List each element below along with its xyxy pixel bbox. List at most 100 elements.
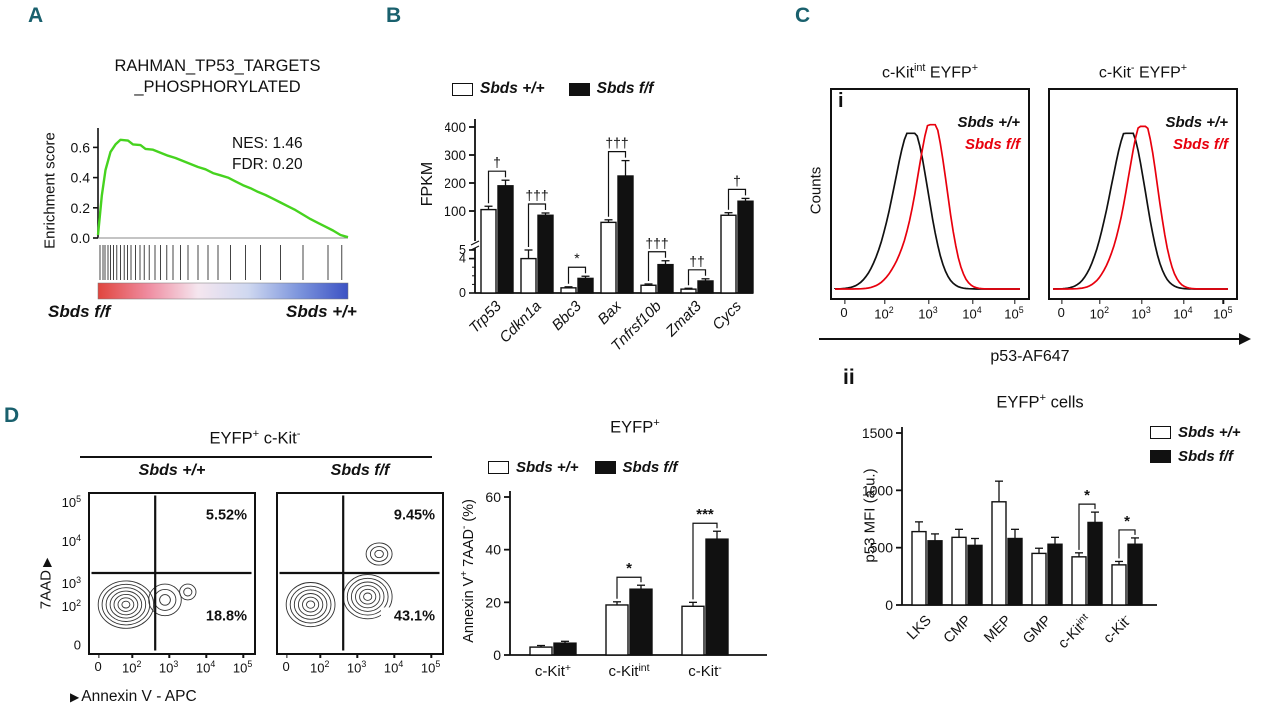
bar bbox=[697, 280, 714, 294]
panel-cii-label: ii bbox=[843, 366, 855, 389]
bar bbox=[520, 257, 537, 294]
contour-ring bbox=[306, 600, 316, 609]
x-tick-label: 102 bbox=[121, 652, 142, 676]
x-category-label: c-Kit+ bbox=[535, 662, 571, 680]
fpkm-legend-entry-wt: Sbds +/+ bbox=[452, 80, 545, 98]
flow-ff-box: 9.45% 43.1% bbox=[276, 492, 444, 655]
quadrant-pct-upper: 5.52% bbox=[206, 507, 247, 523]
gsea-y-axis-label: Enrichment score bbox=[41, 132, 59, 249]
y-tick-label: 300 bbox=[445, 148, 466, 163]
bar bbox=[1071, 556, 1087, 606]
legend-swatch-wt bbox=[1150, 426, 1171, 439]
y-tick-label: 104 bbox=[61, 532, 81, 550]
legend-label-ff: Sbds f/f bbox=[622, 459, 678, 476]
contour-ring bbox=[153, 588, 177, 611]
gsea-plot: 0.6 0.4 0.2 0.0 bbox=[71, 128, 349, 300]
sig-bracket bbox=[692, 522, 718, 600]
flow-ytick-col: 0 102 103 104 105 bbox=[36, 492, 84, 655]
hist-int-wt-label: Sbds +/+ bbox=[957, 114, 1020, 131]
contour-ring bbox=[117, 597, 135, 612]
fpkm-chart: 400300200100540†Trp53†††Cdkn1a*Bbc3†††Ba… bbox=[445, 119, 754, 355]
y-tick-label: 102 bbox=[61, 597, 81, 615]
y-tick-label: 500 bbox=[870, 540, 894, 556]
fpkm-y-axis-label: FPKM bbox=[419, 161, 436, 207]
bar bbox=[657, 263, 674, 294]
bar bbox=[1087, 521, 1103, 606]
bar bbox=[1007, 537, 1023, 606]
bar bbox=[911, 530, 927, 606]
contour-ring bbox=[148, 583, 182, 617]
x-category-label: CMP bbox=[941, 613, 975, 647]
histogram-curve bbox=[1052, 132, 1228, 290]
bar bbox=[553, 642, 577, 656]
sig-label: ††† bbox=[605, 135, 628, 151]
contour-ring bbox=[346, 577, 389, 616]
contour-ring bbox=[105, 587, 147, 622]
y-tick-label: 100 bbox=[445, 204, 466, 219]
x-tick-label: 103 bbox=[1131, 298, 1151, 322]
contour-ring bbox=[365, 542, 393, 566]
right-arrow-icon: ▶ bbox=[70, 690, 80, 704]
gsea-nes-value: NES: 1.46 bbox=[232, 135, 303, 152]
pct-label-backing bbox=[381, 506, 437, 523]
x-category-label: Cycs bbox=[709, 297, 745, 333]
y-tick-label: 40 bbox=[485, 542, 501, 558]
x-category-label: Bbc3 bbox=[549, 297, 586, 334]
x-tick-label: 103 bbox=[918, 298, 938, 322]
bar bbox=[1127, 543, 1143, 606]
annexin-axis-label: ▶ Annexin V - APC bbox=[70, 688, 197, 706]
y-tick-label: 4 bbox=[459, 252, 466, 266]
contour-ring bbox=[97, 580, 155, 629]
mfi-legend-entry-ff: Sbds f/f bbox=[1150, 448, 1233, 465]
bar bbox=[1047, 543, 1063, 606]
contour-ring bbox=[302, 596, 320, 613]
bar bbox=[1031, 552, 1047, 606]
sig-label: * bbox=[626, 560, 632, 577]
contour-ring bbox=[355, 585, 381, 609]
x-tick-label: 103 bbox=[346, 652, 367, 676]
bar bbox=[577, 277, 594, 294]
contour-ring bbox=[121, 600, 131, 609]
hist-int-xtick-row: 0 102 103 104 105 bbox=[830, 298, 1030, 324]
x-category-label: c-Kit- bbox=[688, 662, 722, 680]
p53-axis-label: p53-AF647 bbox=[990, 348, 1070, 365]
flow-ff-xtick-row: 0 102 103 104 105 bbox=[276, 652, 444, 678]
fpkm-legend-entry-ff: Sbds f/f bbox=[568, 80, 653, 98]
sig-bracket bbox=[647, 251, 667, 281]
bar bbox=[529, 646, 553, 656]
bar bbox=[737, 200, 754, 294]
gsea-fdr-value: FDR: 0.20 bbox=[232, 155, 303, 173]
x-tick-label: 103 bbox=[158, 652, 179, 676]
pct-label-backing bbox=[193, 607, 249, 624]
counts-axis-label: Counts bbox=[807, 166, 825, 215]
bar bbox=[681, 605, 705, 656]
bar bbox=[617, 175, 634, 294]
mfi-legend: Sbds +/+ Sbds f/f bbox=[1150, 424, 1241, 465]
hist-neg-title: c-Kit- EYFP+ bbox=[1098, 62, 1188, 82]
bar bbox=[560, 287, 577, 294]
bar bbox=[629, 588, 653, 656]
bar bbox=[720, 214, 737, 294]
sig-label: ††† bbox=[525, 187, 548, 203]
gsea-title-line2: _PHOSPHORYLATED bbox=[134, 77, 301, 96]
legend-swatch-wt bbox=[488, 461, 509, 474]
mfi-legend-entry-wt: Sbds +/+ bbox=[1150, 424, 1241, 441]
contour-ring bbox=[350, 581, 385, 612]
sig-bracket bbox=[527, 203, 547, 247]
legend-swatch-ff bbox=[594, 461, 616, 474]
sig-bracket bbox=[687, 269, 707, 286]
x-category-label: Bax bbox=[595, 297, 626, 328]
panel-b-label: B bbox=[386, 4, 402, 27]
y-tick-label: 0.2 bbox=[71, 200, 91, 216]
flow-header: EYFP+ c-Kit- bbox=[209, 428, 301, 448]
x-tick-label: 105 bbox=[420, 652, 441, 676]
sig-label: ††† bbox=[645, 235, 668, 251]
sig-bracket bbox=[1118, 529, 1136, 559]
legend-swatch-wt bbox=[452, 82, 473, 96]
apo-legend: Sbds +/+ Sbds f/f bbox=[488, 459, 678, 476]
bar bbox=[705, 538, 729, 656]
sig-label: †† bbox=[689, 253, 705, 269]
panel-d-label: D bbox=[4, 404, 20, 427]
pct-label-backing bbox=[381, 607, 437, 624]
